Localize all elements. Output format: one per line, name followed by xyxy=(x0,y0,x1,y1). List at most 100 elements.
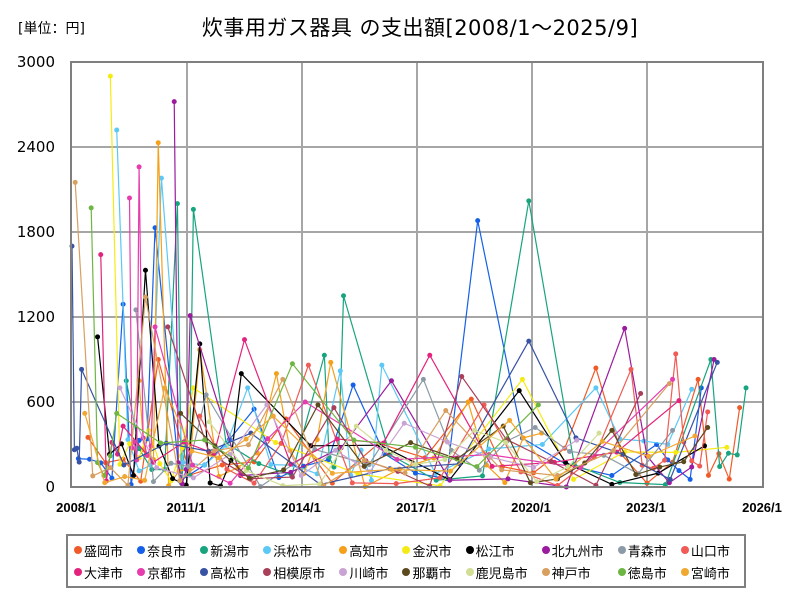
data-point xyxy=(203,392,209,398)
data-point xyxy=(670,376,676,382)
legend-dot-icon xyxy=(339,546,348,554)
data-point xyxy=(270,413,276,419)
plot-frame xyxy=(70,61,764,488)
data-point xyxy=(206,419,212,425)
data-point xyxy=(574,437,580,443)
legend-dot-icon xyxy=(402,568,411,576)
data-point xyxy=(265,436,271,442)
data-point xyxy=(136,468,142,474)
data-point xyxy=(154,465,160,471)
data-point xyxy=(734,452,740,458)
data-point xyxy=(98,252,104,258)
data-point xyxy=(350,382,356,388)
data-point xyxy=(717,464,723,470)
x-tick-2014: 2014/1 xyxy=(281,500,321,515)
legend-label: 京都市 xyxy=(147,566,187,582)
legend-dot-icon xyxy=(617,568,626,576)
legend-dot-icon xyxy=(200,546,209,554)
data-point xyxy=(670,427,676,433)
legend-item: 松江市 xyxy=(465,541,536,560)
data-point xyxy=(189,448,195,454)
data-point xyxy=(74,445,80,451)
data-point xyxy=(402,470,408,476)
data-point xyxy=(489,463,495,469)
data-point xyxy=(245,385,251,391)
legend-dot-icon xyxy=(74,546,82,554)
data-point xyxy=(609,427,615,433)
data-point xyxy=(443,408,449,413)
data-point xyxy=(472,427,477,433)
data-point xyxy=(516,388,522,394)
data-point xyxy=(531,464,537,470)
data-point xyxy=(190,206,196,212)
data-point xyxy=(122,474,128,480)
data-point xyxy=(420,376,426,382)
data-point xyxy=(85,434,91,440)
legend-dot-icon xyxy=(137,568,146,576)
legend-item: 青森市 xyxy=(617,541,675,560)
legend-item: 相模原市 xyxy=(263,563,333,582)
data-point xyxy=(705,472,711,478)
data-point xyxy=(535,402,541,408)
data-point xyxy=(468,396,474,402)
data-point xyxy=(705,409,711,415)
data-point xyxy=(361,457,367,463)
data-point xyxy=(571,476,577,482)
legend-dot-icon xyxy=(541,568,550,576)
y-tick-1800: 1800 xyxy=(16,223,55,241)
data-point xyxy=(187,313,193,319)
data-point xyxy=(315,402,321,408)
legend-dot-icon xyxy=(680,546,689,554)
data-point xyxy=(107,453,113,459)
data-point xyxy=(190,385,196,391)
data-point xyxy=(673,449,679,455)
data-point xyxy=(507,417,513,423)
data-point xyxy=(412,470,418,476)
data-point xyxy=(321,352,327,358)
x-tick-2017: 2017/1 xyxy=(396,500,436,515)
data-point xyxy=(82,410,88,416)
legend-label: 金沢市 xyxy=(412,544,452,560)
data-point xyxy=(596,430,602,436)
data-point xyxy=(211,448,217,454)
data-point xyxy=(251,459,257,465)
legend-label: 浜松市 xyxy=(273,544,313,560)
data-point xyxy=(155,140,161,146)
legend-dot-icon xyxy=(339,568,348,576)
legend-dot-icon xyxy=(680,568,689,576)
data-point xyxy=(190,475,196,481)
data-point xyxy=(186,463,192,469)
data-point xyxy=(532,425,538,430)
data-point xyxy=(459,374,465,379)
data-point xyxy=(476,467,482,473)
data-point xyxy=(412,461,418,467)
data-point xyxy=(505,476,511,482)
data-point xyxy=(657,464,663,470)
data-point xyxy=(633,472,639,478)
data-point xyxy=(393,481,399,487)
data-point xyxy=(273,371,279,377)
data-point xyxy=(673,351,679,357)
data-point xyxy=(662,482,668,488)
data-point xyxy=(442,457,448,463)
data-point xyxy=(646,453,652,459)
legend-item: 大津市 xyxy=(74,563,131,582)
data-point xyxy=(170,476,176,482)
data-point xyxy=(499,467,505,473)
y-tick-0: 0 xyxy=(45,478,55,496)
legend-dot-icon xyxy=(74,568,82,576)
data-point xyxy=(207,480,213,486)
data-point xyxy=(687,476,693,482)
data-point xyxy=(127,441,132,447)
data-point xyxy=(689,458,695,464)
data-point xyxy=(224,466,230,472)
y-tick-3000: 3000 xyxy=(16,53,55,71)
data-point xyxy=(448,468,454,474)
data-point xyxy=(130,473,136,479)
legend-label: 相模原市 xyxy=(273,566,326,582)
legend-item: 浜松市 xyxy=(263,541,333,560)
data-point xyxy=(72,179,78,185)
data-point xyxy=(268,462,274,468)
data-point xyxy=(88,205,94,211)
legend-label: 大津市 xyxy=(84,566,124,582)
